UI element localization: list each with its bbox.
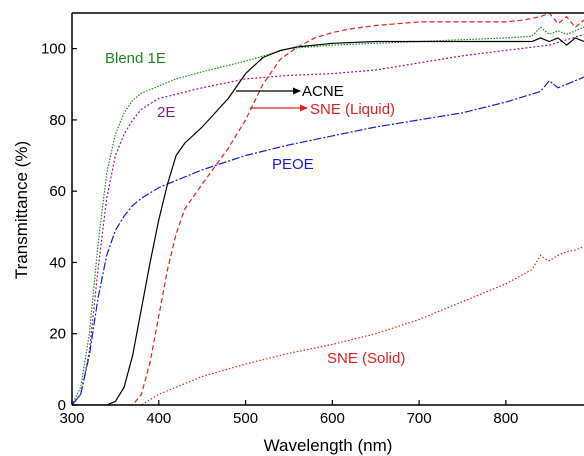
x-tick-label: 500 [233,410,258,427]
y-axis-title: Transmittance (%) [12,141,31,279]
series-line-sne-liquid [72,13,584,405]
label-peoe: PEOE [272,156,314,173]
x-axis-title: Wavelength (nm) [264,436,393,455]
y-tick-label: 60 [49,183,66,200]
label-acne: ACNE [302,83,344,100]
series-line-acne [72,37,584,405]
y-tick-label: 20 [49,326,66,343]
series-line-2e [72,33,584,405]
label-2e: 2E [157,104,175,121]
x-tick-label: 300 [59,410,84,427]
label-blend-1e: Blend 1E [105,50,166,67]
x-tick-label: 700 [407,410,432,427]
x-tick-label: 600 [320,410,345,427]
label-sne-liquid: SNE (Liquid) [310,101,395,118]
x-tick-label: 800 [493,410,518,427]
y-tick-label: 40 [49,254,66,271]
series-line-sne-solid [72,245,584,405]
y-tick-label: 0 [58,397,66,414]
x-tick-label: 400 [146,410,171,427]
label-sne-solid: SNE (Solid) [327,350,405,367]
y-tick-label: 80 [49,112,66,129]
series-layer [72,13,584,405]
y-tick-label: 100 [41,41,66,58]
series-line-peoe [72,76,584,405]
ticks-layer: 300 400 500 600 700 800 0 20 40 60 80 100 [41,41,518,427]
